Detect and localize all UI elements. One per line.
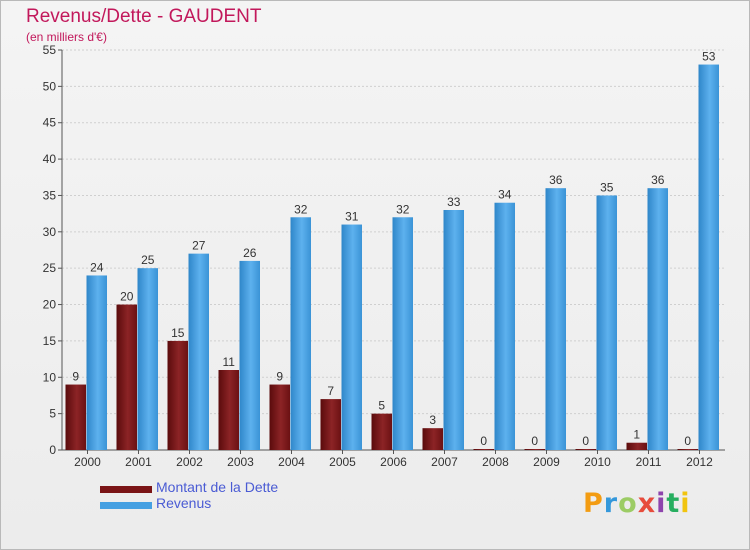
data-label-revenus: 36 <box>651 173 665 187</box>
data-label-revenus: 35 <box>600 180 614 194</box>
data-label-dette: 15 <box>171 326 185 340</box>
bar-revenus <box>188 253 209 450</box>
data-label-revenus: 25 <box>141 253 155 267</box>
bar-dette <box>422 428 443 450</box>
bar-dette <box>626 442 647 450</box>
bar-revenus <box>698 64 719 450</box>
data-label-revenus: 27 <box>192 239 206 253</box>
bar-revenus <box>647 188 668 450</box>
data-label-revenus: 26 <box>243 246 257 260</box>
bar-dette <box>320 399 341 450</box>
y-tick-label: 35 <box>43 188 57 202</box>
x-tick-label: 2008 <box>482 455 509 469</box>
x-tick-label: 2002 <box>176 455 203 469</box>
x-tick-label: 2009 <box>533 455 560 469</box>
y-tick-label: 0 <box>49 443 56 457</box>
data-label-dette: 0 <box>531 434 538 448</box>
x-tick-label: 2007 <box>431 455 458 469</box>
bar-dette <box>218 370 239 450</box>
x-tick-label: 2000 <box>74 455 101 469</box>
data-label-revenus: 24 <box>90 260 104 274</box>
x-tick-label: 2005 <box>329 455 356 469</box>
data-label-dette: 0 <box>480 434 487 448</box>
chart-subtitle: (en milliers d'€) <box>26 30 107 44</box>
data-label-revenus: 32 <box>396 202 410 216</box>
bar-dette <box>371 413 392 450</box>
y-tick-label: 55 <box>43 43 57 57</box>
data-label-revenus: 34 <box>498 188 512 202</box>
chart-title: Revenus/Dette - GAUDENT <box>26 6 262 27</box>
y-tick-label: 50 <box>43 79 57 93</box>
bar-dette <box>524 449 545 450</box>
legend-label-revenus: Revenus <box>156 495 212 511</box>
y-tick-label: 40 <box>43 152 57 166</box>
proxiti-logo: Proxiti <box>583 488 691 519</box>
y-tick-label: 25 <box>43 261 57 275</box>
data-label-dette: 0 <box>582 434 589 448</box>
x-tick-label: 2001 <box>125 455 152 469</box>
data-label-dette: 1 <box>633 428 640 442</box>
y-tick-label: 5 <box>49 407 56 421</box>
data-label-dette: 3 <box>429 413 436 427</box>
bar-revenus <box>443 210 464 450</box>
bar-revenus <box>341 224 362 450</box>
x-tick-label: 2004 <box>278 455 305 469</box>
y-tick-label: 20 <box>43 298 57 312</box>
x-tick-label: 2010 <box>584 455 611 469</box>
x-tick-label: 2006 <box>380 455 407 469</box>
data-label-dette: 5 <box>378 399 385 413</box>
y-tick-label: 10 <box>43 370 57 384</box>
data-label-dette: 20 <box>120 290 134 304</box>
bar-dette <box>167 340 188 450</box>
x-tick-label: 2012 <box>686 455 713 469</box>
data-label-revenus: 31 <box>345 210 359 224</box>
data-label-dette: 9 <box>72 370 79 384</box>
bar-dette <box>677 449 698 450</box>
bar-dette <box>116 304 137 450</box>
bar-revenus <box>86 275 107 450</box>
bar-revenus <box>239 260 260 450</box>
y-tick-label: 15 <box>43 334 57 348</box>
data-label-dette: 0 <box>684 434 691 448</box>
bar-revenus <box>596 195 617 450</box>
legend-label-dette: Montant de la Dette <box>156 479 279 495</box>
legend-swatch-revenus <box>100 502 152 509</box>
bar-revenus <box>545 188 566 450</box>
bar-revenus <box>392 217 413 450</box>
data-label-revenus: 36 <box>549 173 563 187</box>
data-label-dette: 9 <box>276 370 283 384</box>
data-label-dette: 11 <box>223 355 236 369</box>
bar-revenus <box>494 202 515 450</box>
data-label-revenus: 32 <box>294 202 308 216</box>
bar-dette <box>575 449 596 450</box>
bar-dette <box>473 449 494 450</box>
bar-dette <box>65 384 86 450</box>
x-tick-label: 2003 <box>227 455 254 469</box>
data-label-revenus: 53 <box>702 50 716 64</box>
legend-swatch-dette <box>100 486 152 493</box>
data-label-revenus: 33 <box>447 195 461 209</box>
bar-dette <box>269 384 290 450</box>
data-label-dette: 7 <box>327 384 334 398</box>
y-tick-label: 30 <box>43 225 57 239</box>
bar-revenus <box>137 268 158 450</box>
bar-revenus <box>290 217 311 450</box>
x-tick-label: 2011 <box>636 455 662 469</box>
y-tick-label: 45 <box>43 116 57 130</box>
